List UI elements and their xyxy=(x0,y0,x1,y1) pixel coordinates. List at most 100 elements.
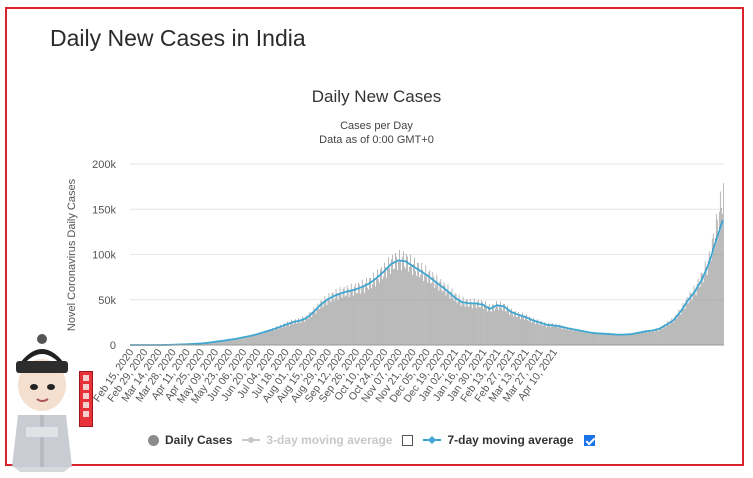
toggle-3day-checkbox[interactable] xyxy=(402,434,414,446)
daily-cases-bar xyxy=(331,293,333,345)
daily-cases-bar xyxy=(256,334,257,345)
daily-cases-bar xyxy=(532,321,533,345)
daily-cases-bar xyxy=(422,269,424,345)
daily-cases-bar xyxy=(303,319,305,345)
daily-cases-bar xyxy=(257,333,258,345)
daily-cases-bar xyxy=(495,307,496,345)
daily-cases-bar xyxy=(263,333,264,345)
daily-cases-bar xyxy=(311,316,313,345)
daily-cases-bar xyxy=(577,329,579,345)
daily-cases-bar xyxy=(444,284,446,345)
daily-cases-bar xyxy=(573,329,575,345)
daily-cases-bar xyxy=(409,266,410,345)
daily-cases-bar xyxy=(638,331,639,345)
daily-cases-bar xyxy=(335,289,337,345)
daily-cases-bar xyxy=(363,292,365,345)
daily-cases-bar xyxy=(695,295,697,345)
daily-cases-bar xyxy=(596,332,598,345)
daily-cases-bar xyxy=(708,251,710,345)
daily-cases-bar xyxy=(382,279,383,345)
daily-cases-bar xyxy=(373,272,374,345)
daily-cases-bar xyxy=(637,332,638,345)
y-tick-label: 200k xyxy=(92,159,116,171)
daily-cases-bar xyxy=(372,284,373,345)
daily-cases-bar xyxy=(410,254,411,345)
daily-cases-bar xyxy=(365,277,367,345)
chart-data-date: Data as of 0:00 GMT+0 xyxy=(319,134,434,146)
daily-cases-bar xyxy=(349,291,351,345)
daily-cases-bar xyxy=(590,333,592,345)
daily-cases-bar xyxy=(480,299,482,345)
daily-cases-bar xyxy=(669,324,671,345)
daily-cases-bar xyxy=(566,326,568,345)
daily-cases-bar xyxy=(309,312,311,345)
daily-cases-bar xyxy=(623,334,624,345)
daily-cases-bar xyxy=(645,330,646,345)
daily-cases-bar xyxy=(536,320,538,345)
daily-cases-bar xyxy=(283,323,284,345)
daily-cases-bar xyxy=(306,315,308,345)
daily-cases-bar xyxy=(717,232,719,345)
daily-cases-bar xyxy=(564,329,566,345)
daily-cases-bar xyxy=(213,341,215,345)
daily-cases-bar xyxy=(217,341,219,345)
daily-cases-bar xyxy=(267,332,268,345)
daily-cases-bar xyxy=(562,326,564,345)
daily-cases-bar xyxy=(634,332,635,345)
daily-cases-bar xyxy=(371,288,372,345)
daily-cases-bar xyxy=(517,316,518,345)
daily-cases-bar xyxy=(579,331,581,345)
daily-cases-bar xyxy=(370,277,371,345)
mascot-illustration xyxy=(12,334,72,472)
daily-cases-bar xyxy=(220,340,222,345)
daily-cases-bar xyxy=(504,303,505,345)
daily-cases-bar xyxy=(627,334,628,345)
daily-cases-bar xyxy=(666,325,668,345)
daily-cases-bar xyxy=(393,269,394,345)
daily-cases-bar xyxy=(344,296,346,345)
daily-cases-bar xyxy=(347,288,349,345)
daily-cases-bar xyxy=(558,326,560,345)
daily-cases-bar xyxy=(648,330,649,345)
legend-7day-average[interactable]: 7-day moving average xyxy=(423,433,595,447)
daily-cases-bar xyxy=(549,325,551,345)
toggle-7day-checkbox[interactable] xyxy=(583,434,595,446)
daily-cases-bar xyxy=(484,300,486,345)
daily-cases-bar xyxy=(528,320,529,345)
daily-cases-bar xyxy=(694,291,696,345)
daily-cases-bar xyxy=(606,334,607,345)
daily-cases-bar xyxy=(387,268,388,345)
daily-cases-bar xyxy=(463,303,465,345)
daily-cases-bar xyxy=(274,330,275,345)
daily-cases-bar xyxy=(559,324,561,345)
legend-daily-cases[interactable]: Daily Cases xyxy=(148,433,232,447)
daily-cases-bar xyxy=(508,309,509,345)
daily-cases-bar xyxy=(351,290,353,345)
daily-cases-bar xyxy=(641,330,642,345)
daily-cases-bar xyxy=(374,278,375,345)
legend-3day-average[interactable]: 3-day moving average xyxy=(242,433,414,447)
daily-cases-bar xyxy=(494,310,495,345)
daily-cases-bar xyxy=(668,322,670,345)
daily-cases-bar xyxy=(551,323,553,345)
daily-cases-bar xyxy=(426,276,428,345)
daily-cases-bar xyxy=(642,331,643,345)
daily-cases-bar xyxy=(298,318,300,345)
daily-cases-bar xyxy=(392,254,393,345)
daily-cases-bar xyxy=(662,328,664,345)
daily-cases-bar xyxy=(317,303,319,345)
daily-cases-bar xyxy=(696,284,698,345)
daily-cases-bar xyxy=(501,308,502,345)
daily-cases-bar xyxy=(709,260,711,345)
seven-day-average-line xyxy=(130,219,724,346)
daily-cases-bar xyxy=(361,279,363,345)
daily-cases-bar xyxy=(348,297,350,345)
daily-cases-bar xyxy=(706,275,708,345)
daily-cases-bar xyxy=(503,303,504,345)
daily-cases-bar xyxy=(229,339,231,345)
daily-cases-bar xyxy=(575,330,577,345)
daily-cases-bar xyxy=(631,333,632,345)
daily-cases-bar xyxy=(688,301,690,345)
daily-cases-bar xyxy=(307,319,309,345)
daily-cases-bar xyxy=(404,266,405,345)
